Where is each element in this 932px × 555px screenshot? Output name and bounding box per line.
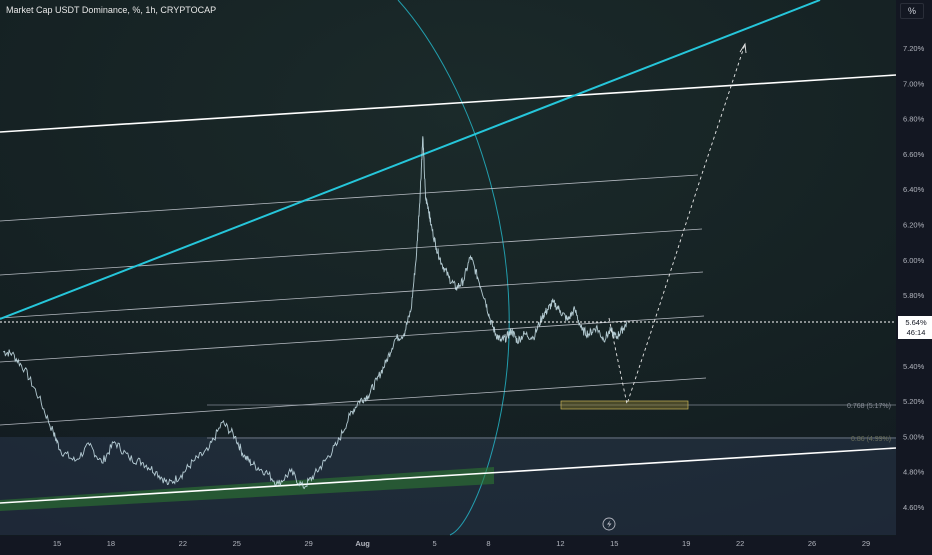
- y-tick-label: 6.80%: [903, 115, 925, 124]
- x-axis-ticks: 15 18 22 25 29 Aug 5 8 12 15 19 22 26 29: [53, 539, 870, 548]
- y-tick-label: 5.00%: [903, 432, 925, 441]
- percent-scale-button[interactable]: %: [900, 3, 924, 19]
- annotation-fib-086: 0.86 (4.99%): [851, 436, 891, 443]
- y-tick-label: 5.40%: [903, 362, 925, 371]
- x-tick-label: 19: [682, 539, 690, 548]
- support-zone: [0, 467, 494, 511]
- y-tick-label: 7.00%: [903, 79, 925, 88]
- x-tick-label: 22: [179, 539, 187, 548]
- x-tick-label: 25: [233, 539, 241, 548]
- x-tick-label: 5: [432, 539, 436, 548]
- channel-line-5: [0, 377, 707, 426]
- x-tick-label: 8: [486, 539, 490, 548]
- channel-line-2: [0, 228, 703, 276]
- y-axis-panel[interactable]: [896, 0, 932, 550]
- price-series: [2, 136, 628, 490]
- channel-line-4: [0, 315, 705, 363]
- x-tick-label: 12: [556, 539, 564, 548]
- x-tick-label: 22: [736, 539, 744, 548]
- price-tag-countdown: 46:14: [907, 328, 926, 337]
- y-tick-label: 6.60%: [903, 150, 925, 159]
- target-box: [560, 400, 689, 410]
- y-tick-label: 6.40%: [903, 185, 925, 194]
- chart-title: Market Cap USDT Dominance, %, 1h, CRYPTO…: [6, 5, 217, 15]
- x-tick-label: Aug: [355, 539, 370, 548]
- circle-arc: [397, 0, 510, 536]
- annotation-fib-0768: 0.768 (5.17%): [847, 403, 891, 410]
- price-line: [2, 136, 628, 490]
- y-tick-label: 5.80%: [903, 291, 925, 300]
- parallel-channel: [0, 174, 707, 426]
- channel-line-3: [0, 271, 704, 319]
- lower-white-trendline: [0, 447, 897, 504]
- y-tick-label: 7.20%: [903, 44, 925, 53]
- y-tick-label: 6.20%: [903, 221, 925, 230]
- x-axis-panel[interactable]: [0, 536, 932, 550]
- channel-line-1: [0, 174, 699, 222]
- y-tick-label: 5.20%: [903, 397, 925, 406]
- y-tick-label: 6.00%: [903, 256, 925, 265]
- upper-white-trendline: [0, 74, 897, 133]
- x-tick-label: 15: [610, 539, 618, 548]
- lightning-icon[interactable]: [602, 517, 616, 531]
- x-tick-label: 15: [53, 539, 61, 548]
- x-tick-label: 29: [305, 539, 313, 548]
- price-tag: [898, 316, 932, 339]
- x-tick-label: 18: [107, 539, 115, 548]
- y-tick-label: 4.60%: [903, 503, 925, 512]
- y-tick-label: 4.80%: [903, 468, 925, 477]
- teal-trendline: [0, 0, 821, 320]
- forecast-arrowhead: [739, 42, 747, 54]
- price-tag-value: 5.64%: [905, 318, 927, 327]
- x-tick-label: 29: [862, 539, 870, 548]
- x-tick-label: 26: [808, 539, 816, 548]
